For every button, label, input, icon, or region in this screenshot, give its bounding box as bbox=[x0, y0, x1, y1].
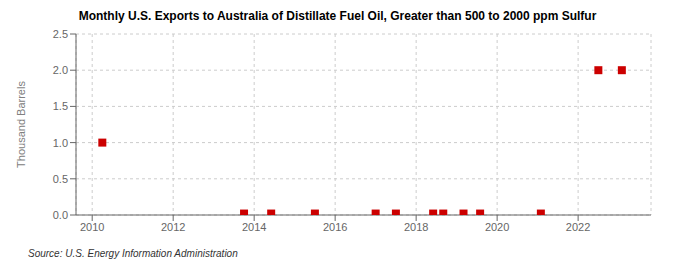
svg-text:2.0: 2.0 bbox=[53, 64, 68, 76]
svg-text:0.0: 0.0 bbox=[53, 209, 68, 221]
svg-text:1.5: 1.5 bbox=[53, 100, 68, 112]
svg-text:0.5: 0.5 bbox=[53, 173, 68, 185]
svg-text:2018: 2018 bbox=[404, 221, 428, 233]
svg-text:2010: 2010 bbox=[80, 221, 104, 233]
svg-text:Thousand Barrels: Thousand Barrels bbox=[15, 81, 27, 168]
svg-text:2.5: 2.5 bbox=[53, 28, 68, 40]
svg-text:2012: 2012 bbox=[161, 221, 185, 233]
svg-text:2020: 2020 bbox=[485, 221, 509, 233]
html-text:Monthly U.S. Exports to Austra: Monthly U.S. Exports to Australia of Dis… bbox=[78, 9, 597, 23]
svg-text:2016: 2016 bbox=[323, 221, 347, 233]
svg-text:2022: 2022 bbox=[566, 221, 590, 233]
svg-text:1.0: 1.0 bbox=[53, 137, 68, 149]
svg-text:2014: 2014 bbox=[242, 221, 266, 233]
html-text:Source: U.S. Energy Informatio: Source: U.S. Energy Information Administ… bbox=[28, 248, 238, 259]
